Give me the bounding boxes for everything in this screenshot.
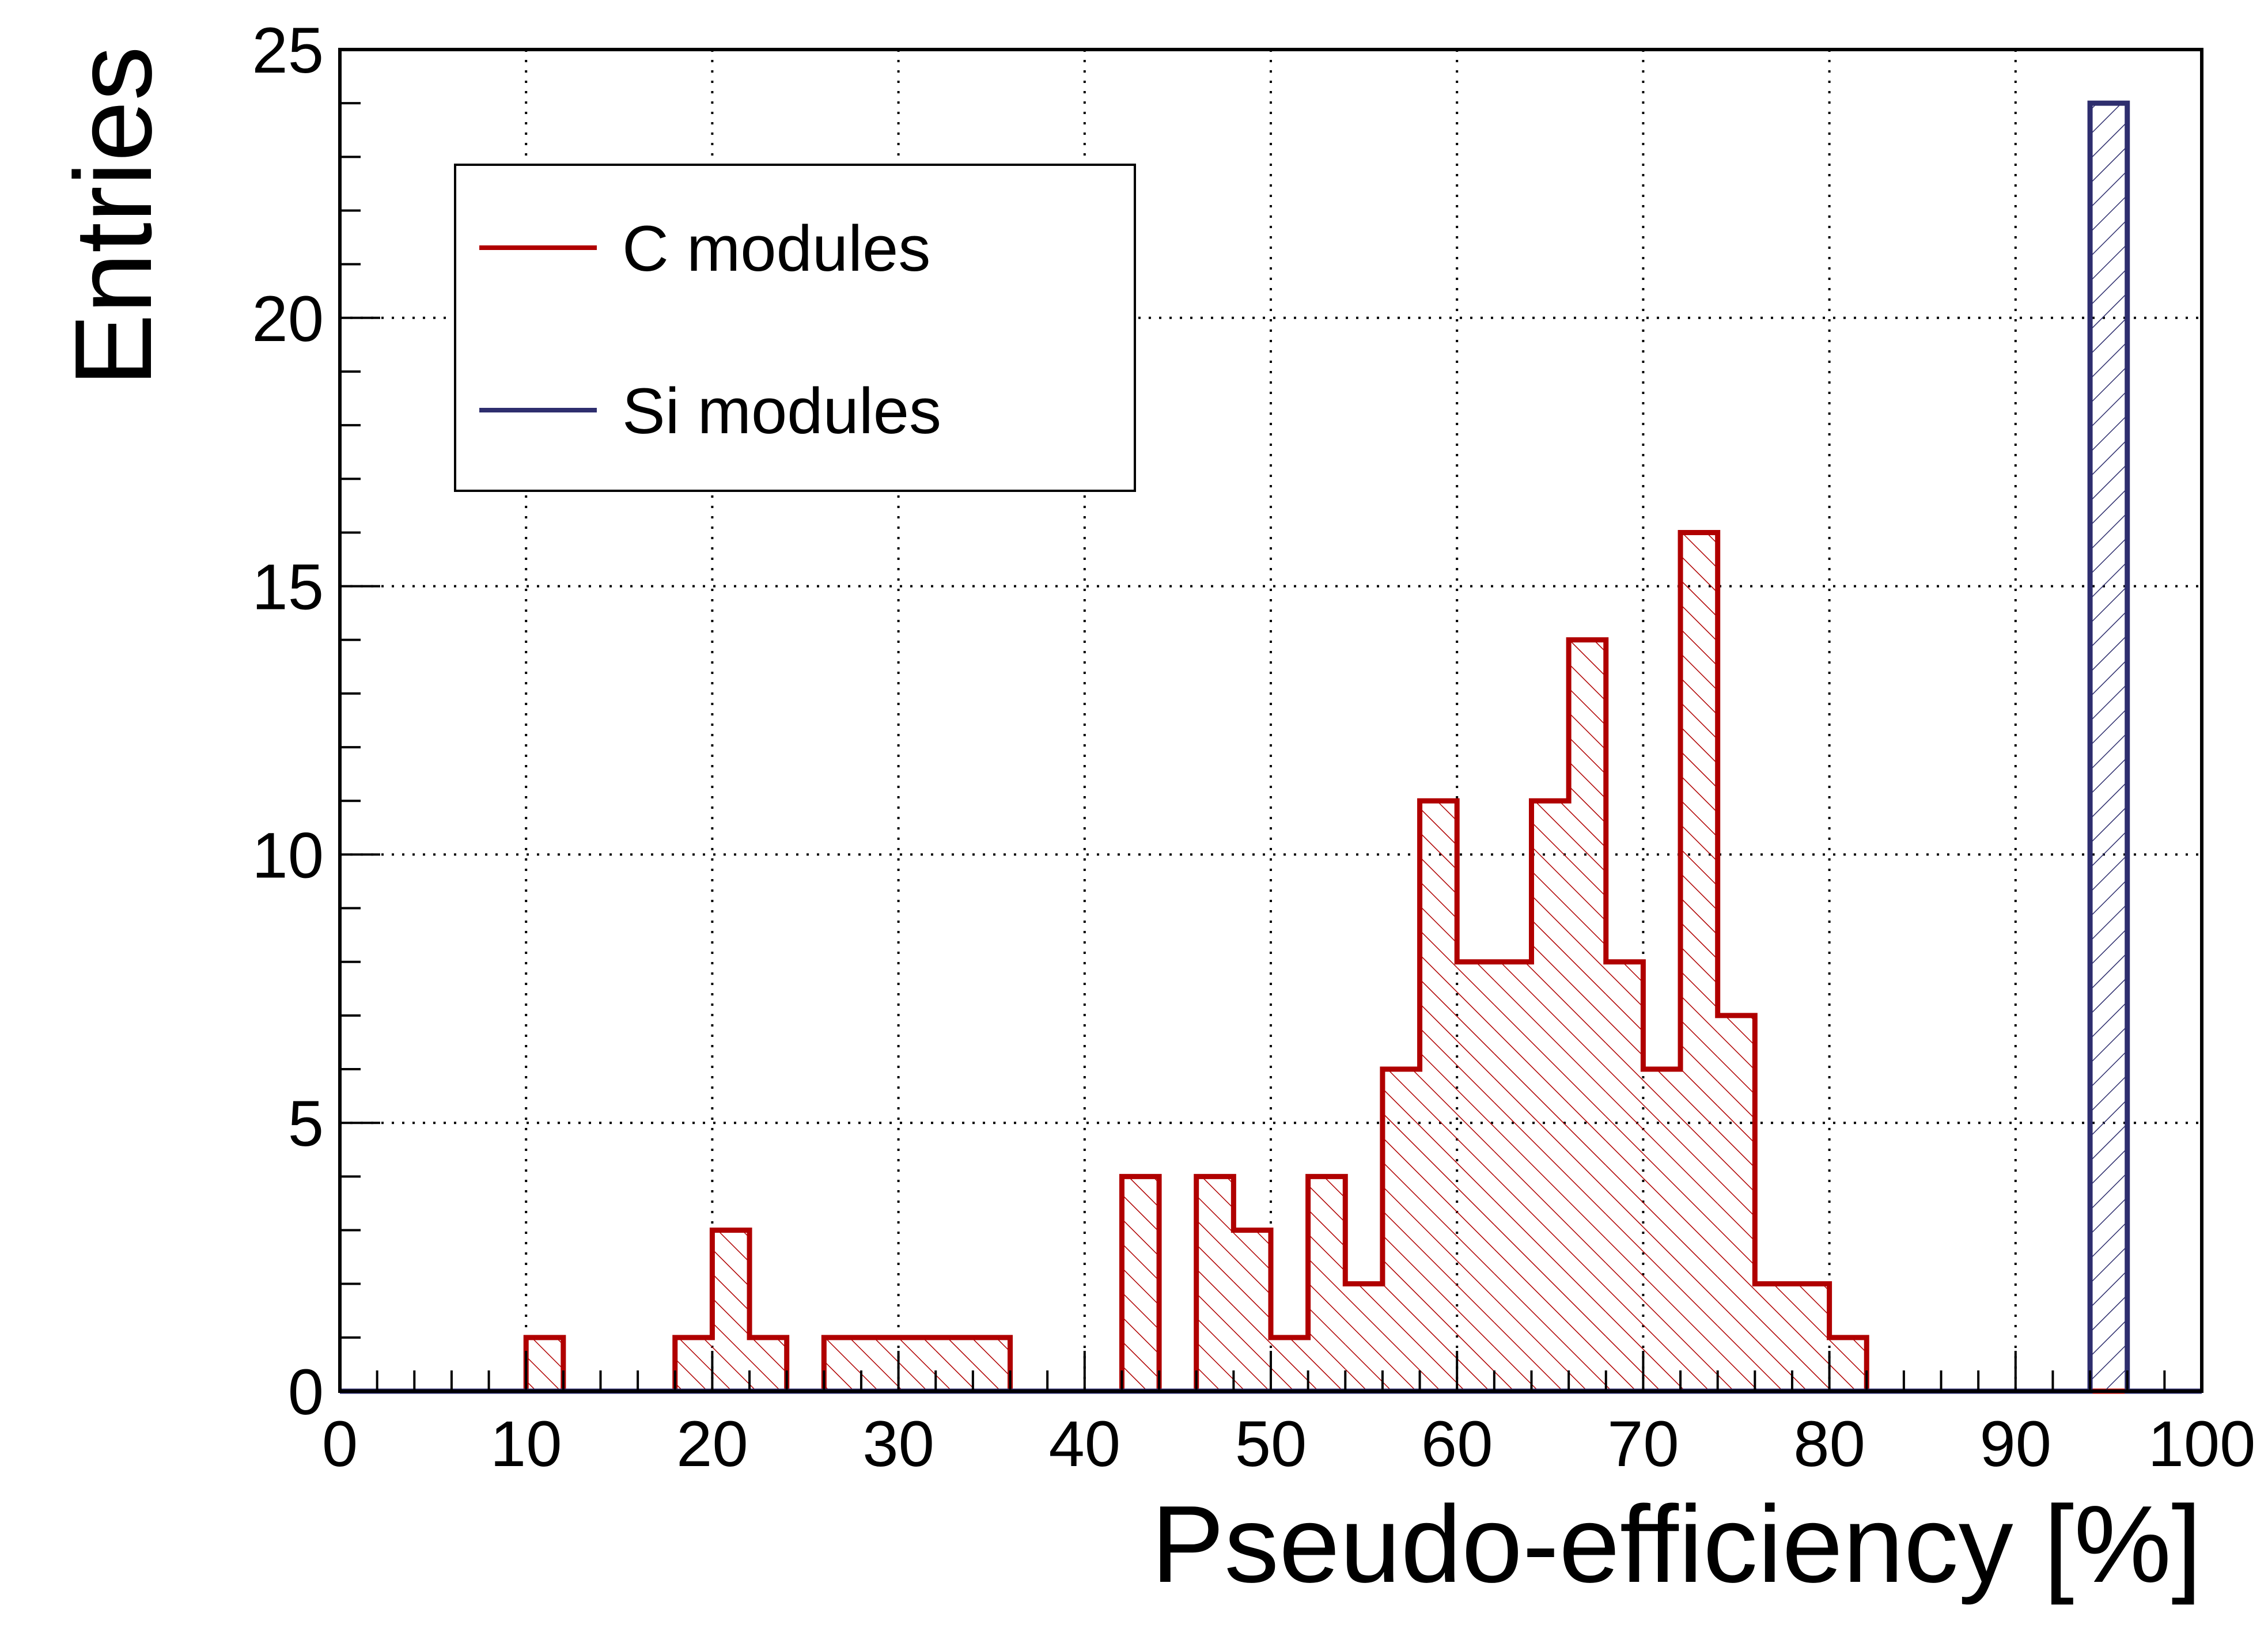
bar-c-modules-52: [1308, 1176, 1346, 1391]
x-tick-label: 100: [2148, 1408, 2256, 1480]
bar-c-modules-64: [1531, 801, 1569, 1391]
y-tick-label: 5: [288, 1088, 324, 1160]
bar-c-modules-34: [972, 1337, 1010, 1391]
legend-label-c-modules: C modules: [622, 213, 930, 285]
bar-c-modules-78: [1792, 1283, 1830, 1391]
x-tick-label: 20: [676, 1408, 748, 1480]
y-axis-title: Entries: [52, 46, 175, 387]
bar-c-modules-18: [675, 1337, 713, 1391]
bar-c-modules-76: [1755, 1283, 1792, 1391]
legend: C modules Si modules: [454, 164, 1136, 492]
y-tick-label: 20: [252, 283, 324, 355]
bar-c-modules-20: [712, 1230, 750, 1391]
bar-c-modules-30: [898, 1337, 936, 1391]
x-tick-label: 10: [490, 1408, 562, 1480]
bar-c-modules-62: [1494, 961, 1532, 1391]
y-tick-label: 25: [252, 14, 324, 86]
bar-c-modules-50: [1271, 1337, 1308, 1391]
x-tick-label: 0: [322, 1408, 358, 1480]
bar-c-modules-80: [1829, 1337, 1867, 1391]
bar-c-modules-28: [861, 1337, 899, 1391]
x-tick-label: 90: [1980, 1408, 2052, 1480]
bar-c-modules-66: [1569, 639, 1606, 1391]
bar-c-modules-68: [1606, 961, 1644, 1391]
bar-c-modules-54: [1345, 1283, 1383, 1391]
bar-c-modules-58: [1419, 801, 1457, 1391]
bar-c-modules-70: [1643, 1069, 1681, 1391]
y-tick-label: 0: [288, 1356, 324, 1428]
bar-c-modules-42: [1122, 1176, 1160, 1391]
series-outline-c-modules: [340, 529, 2202, 1394]
bar-c-modules-60: [1457, 961, 1494, 1391]
x-axis-title: Pseudo-efficiency [%]: [1151, 1483, 2202, 1605]
x-tick-labels: 0 10 20 30 40 50 60 70 80 90 100: [322, 1408, 2256, 1480]
bar-c-modules-10: [526, 1337, 563, 1391]
bar-c-modules-72: [1680, 532, 1718, 1392]
legend-box: [454, 164, 1136, 492]
y-tick-label: 15: [252, 551, 324, 623]
x-tick-label: 70: [1607, 1408, 1679, 1480]
bar-c-modules-74: [1717, 1015, 1755, 1391]
y-tick-label: 10: [252, 819, 324, 891]
x-tick-label: 40: [1049, 1408, 1121, 1480]
x-tick-label: 50: [1235, 1408, 1307, 1480]
bar-c-modules-46: [1196, 1176, 1234, 1391]
bar-c-modules-32: [936, 1337, 973, 1391]
bar-c-modules-22: [749, 1337, 787, 1391]
y-tick-labels: 0 5 10 15 20 25: [252, 14, 324, 1428]
x-tick-label: 30: [862, 1408, 934, 1480]
axis-ticks: [339, 48, 2203, 1392]
x-tick-label: 80: [1793, 1408, 1865, 1480]
legend-label-si-modules: Si modules: [622, 375, 941, 447]
bar-c-modules-26: [824, 1337, 861, 1391]
x-tick-label: 60: [1421, 1408, 1493, 1480]
bar-c-modules-48: [1233, 1230, 1271, 1391]
bar-si-modules-94: [2090, 103, 2127, 1392]
bar-c-modules-56: [1382, 1069, 1420, 1391]
